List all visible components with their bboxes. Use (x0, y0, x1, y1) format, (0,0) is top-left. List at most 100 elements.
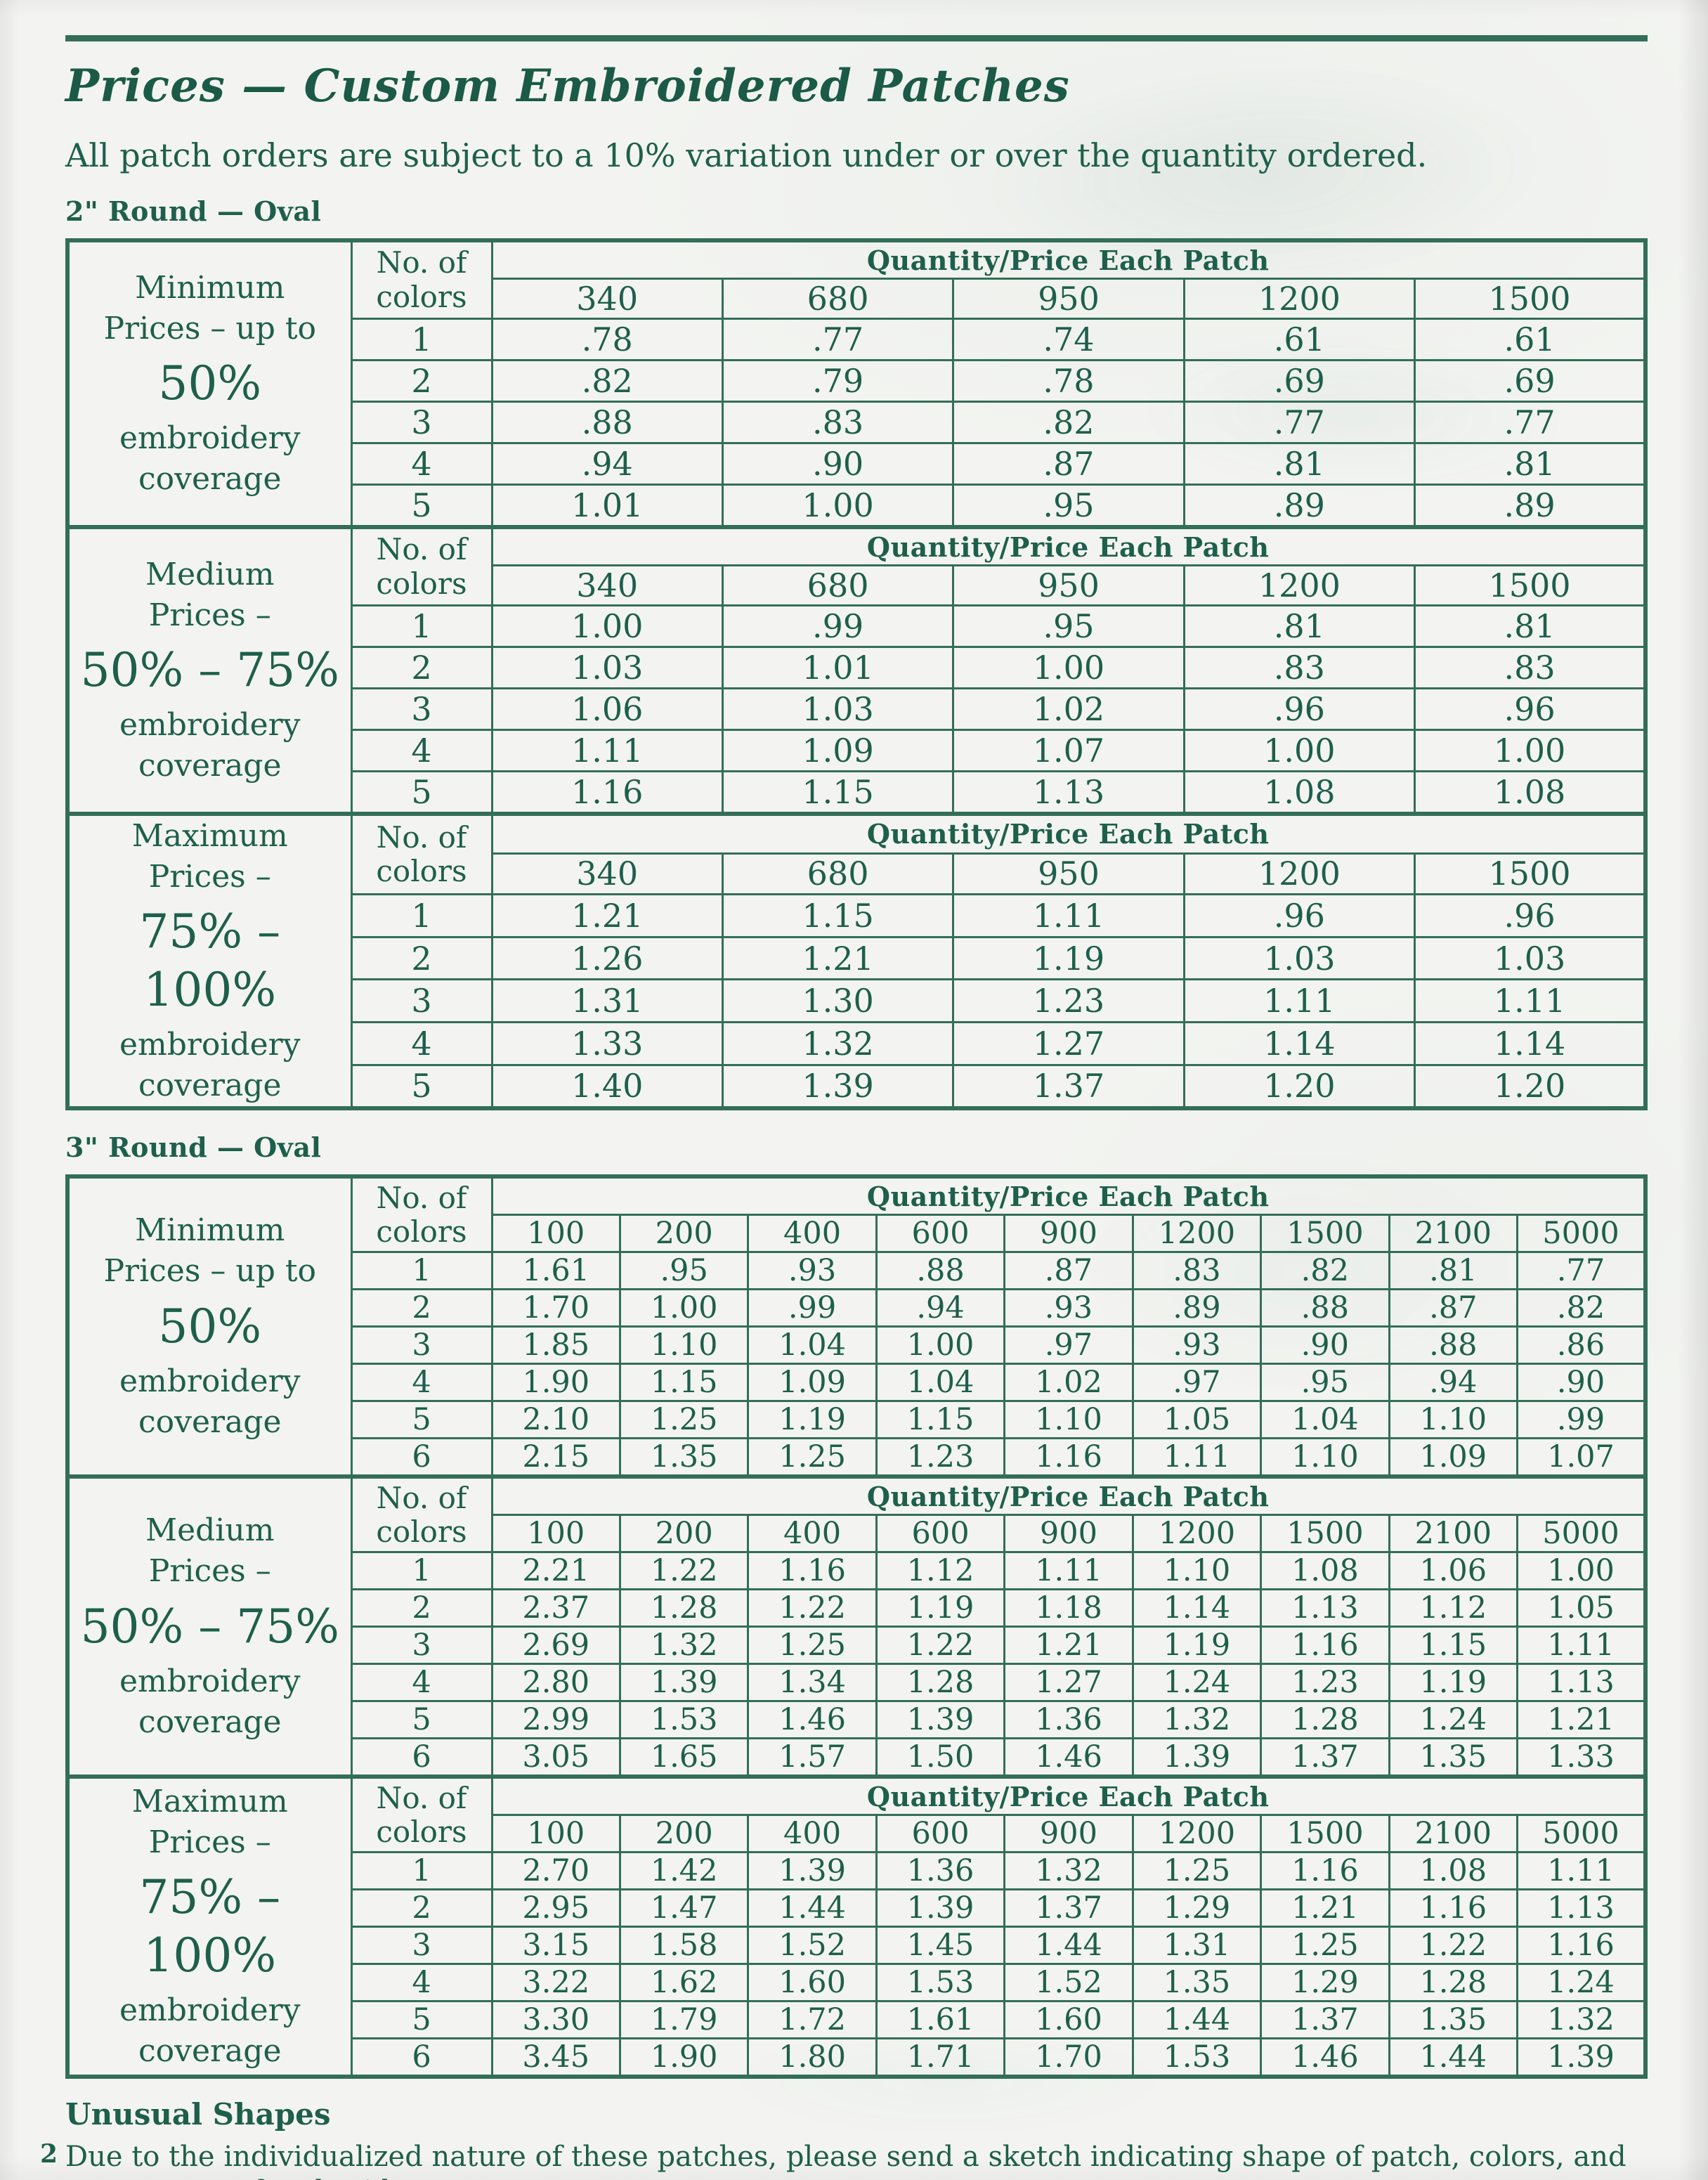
tier-label-line: Maximum (131, 1784, 288, 1820)
price-value: 1.45 (875, 1926, 1006, 1966)
price-row: 1 1.00.99.95.81.81 (67, 604, 1647, 648)
price-tier-label: Maximum Prices – 75% – 100% embroidery cover… (66, 812, 353, 1110)
price-value: 1.06 (1388, 1551, 1519, 1591)
price-table: Maximum Prices – 75% – 100% embroidery cover… (65, 1775, 1648, 2080)
price-value: .94 (875, 1288, 1006, 1328)
price-value: .89 (1414, 484, 1647, 528)
price-value: 1.16 (1516, 1926, 1647, 1966)
price-value: .86 (1516, 1325, 1647, 1365)
quantity-header: 600 (875, 1814, 1006, 1854)
price-value: 1.00 (952, 646, 1185, 689)
price-value: .90 (1516, 1363, 1647, 1403)
tier-label-line: embroidery (119, 1363, 301, 1400)
price-value: 1.34 (747, 1663, 878, 1703)
quantity-header: 5000 (1516, 1514, 1647, 1554)
no-of-colors-header: No. of colors (350, 1475, 493, 1554)
price-value: .95 (952, 484, 1185, 528)
price-value: 1.71 (875, 2037, 1006, 2078)
price-value: 1.15 (721, 770, 955, 815)
quantity-header: 200 (618, 1214, 750, 1254)
price-value: 1.35 (1388, 1737, 1519, 1778)
price-value: 1.11 (1003, 1551, 1134, 1591)
tier-label-line: coverage (138, 1404, 282, 1441)
price-value: 1.22 (618, 1551, 750, 1591)
price-value: .77 (1182, 401, 1416, 444)
price-value: 1.30 (721, 978, 955, 1023)
price-value: 3.15 (490, 1926, 621, 1966)
price-value: 1.08 (1388, 1851, 1519, 1891)
quantity-header: 900 (1003, 1514, 1134, 1554)
section-heading: 3" Round — Oval (65, 1131, 322, 1164)
price-value: .94 (490, 442, 724, 486)
price-value: 1.10 (1260, 1437, 1390, 1478)
price-value: 1.32 (1131, 1700, 1263, 1740)
quantity-header: 5000 (1516, 1814, 1647, 1854)
num-colors-value: 3 (350, 687, 493, 731)
price-value: 2.70 (490, 1851, 621, 1891)
price-value: .81 (1414, 604, 1647, 648)
num-colors-value: 2 (350, 1588, 493, 1628)
price-value: .82 (1516, 1288, 1647, 1328)
quantity-header: 900 (1003, 1814, 1134, 1854)
price-value: 1.22 (747, 1588, 878, 1628)
price-row: 2 1.26 1.21 1.19 1.03 1.03 (67, 935, 1647, 981)
price-value: 1.50 (875, 1737, 1006, 1778)
price-value: 1.11 (1131, 1437, 1263, 1478)
price-value: 1.44 (1388, 2037, 1519, 2078)
price-value: 1.24 (1131, 1663, 1263, 1703)
price-value: 1.21 (721, 935, 955, 981)
price-row: 1.78.77.74.61.61 (67, 318, 1647, 361)
price-value: 1.72 (747, 2000, 878, 2040)
price-row: 1 1.61.95.93.88.87.83.82.81.77 (67, 1251, 1647, 1291)
price-value: 1.53 (875, 1963, 1006, 2003)
price-row: 3.88.83.82.77.77 (67, 401, 1647, 444)
price-value: 1.65 (618, 1737, 750, 1778)
quantity-header: 2100 (1388, 1814, 1519, 1854)
no-of-colors-line: No. of (376, 532, 467, 567)
size-section: 2" Round — Oval Minimum Prices – up to 50% e… (65, 195, 1648, 1111)
price-value: 1.09 (747, 1363, 878, 1403)
no-of-colors-line: No. of (376, 1780, 467, 1815)
price-value: 1.35 (1131, 1963, 1263, 2003)
quantity-header: 950 (952, 278, 1185, 320)
quantity-header: 1200 (1182, 278, 1416, 320)
quantity-price-header: Quantity/Price Each Patch (490, 239, 1647, 280)
num-colors-value: 2 (350, 646, 493, 689)
price-value: 1.29 (1131, 1888, 1263, 1928)
price-value: 1.14 (1182, 1020, 1416, 1066)
price-value: .81 (1414, 442, 1647, 486)
price-value: 1.10 (1131, 1551, 1263, 1591)
price-value: .81 (1388, 1251, 1519, 1291)
num-colors-value: 5 (350, 1400, 493, 1440)
price-value: 1.00 (875, 1325, 1006, 1365)
no-of-colors-line: No. of (376, 819, 467, 855)
tier-label-line: Medium (145, 1512, 275, 1549)
page-content: Prices — Custom Embroidered Patches All … (65, 0, 1648, 2180)
size-section: 3" Round — Oval Minimum Prices – up to 50% e… (65, 1131, 1648, 2080)
price-row: 2 1.03 1.01 1.00.83.83 (67, 646, 1647, 689)
unusual-shapes-line1: Due to the individualized nature of thes… (65, 2141, 1626, 2180)
price-value: .61 (1182, 318, 1416, 361)
price-value: 1.09 (721, 729, 955, 772)
price-value: .82 (1260, 1251, 1390, 1291)
price-value: .93 (1003, 1288, 1134, 1328)
price-value: 1.11 (1516, 1851, 1647, 1891)
price-table: Medium Prices – 50% – 75% embroidery coverag… (65, 525, 1648, 816)
num-colors-value: 6 (350, 2037, 493, 2078)
price-value: 1.11 (490, 729, 724, 772)
quantity-header: 400 (747, 1514, 878, 1554)
quantity-price-header: Quantity/Price Each Patch (490, 1775, 1647, 1817)
tier-label-line: coverage (138, 1068, 282, 1104)
top-rule-divider (65, 35, 1648, 41)
price-value: 1.28 (618, 1588, 750, 1628)
price-value: .83 (1131, 1251, 1263, 1291)
price-value: 1.58 (618, 1926, 750, 1966)
price-value: 1.24 (1388, 1700, 1519, 1740)
price-value: 1.57 (747, 1737, 878, 1778)
quantity-price-header: Quantity/Price Each Patch (490, 812, 1647, 855)
price-value: .88 (1388, 1325, 1519, 1365)
price-value: 1.03 (1414, 935, 1647, 981)
num-colors-value: 3 (350, 1325, 493, 1365)
num-colors-value: 4 (350, 1020, 493, 1066)
price-value: 1.46 (1260, 2037, 1390, 2078)
